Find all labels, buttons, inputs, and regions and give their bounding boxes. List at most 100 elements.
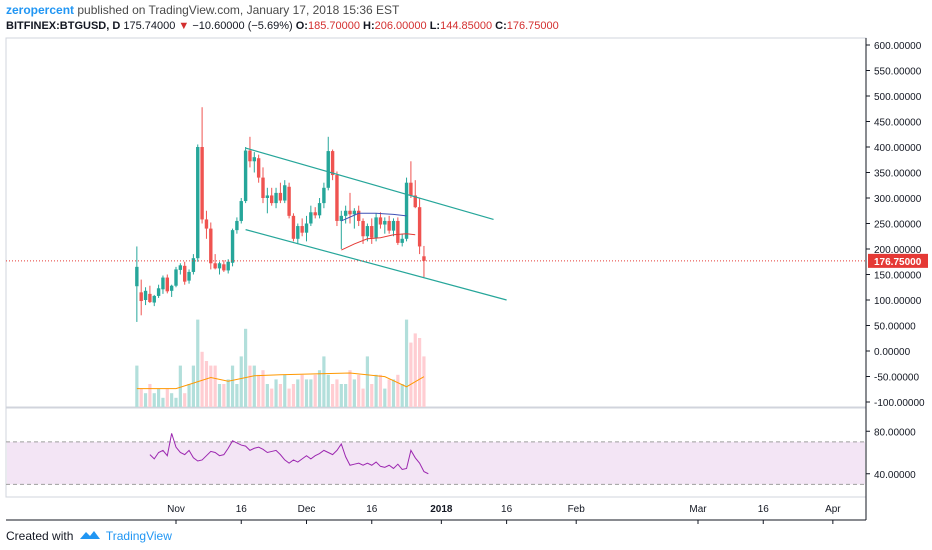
candle-body (287, 186, 291, 216)
x-tick-label: 16 (236, 504, 248, 515)
candle-body (409, 182, 413, 196)
volume-bar (274, 379, 278, 407)
candle-body (270, 195, 274, 204)
volume-bar (391, 379, 396, 407)
candle-body (252, 157, 256, 162)
x-tick-label: Nov (167, 504, 185, 515)
volume-bar (257, 374, 261, 407)
candle-body (361, 220, 365, 237)
volume-bar (409, 342, 413, 407)
candle-body (278, 192, 283, 201)
candle-body (378, 217, 383, 225)
volume-bar (418, 338, 422, 407)
candle-body (296, 226, 300, 239)
x-tick-label: Mar (689, 504, 707, 515)
volume-bar (148, 384, 152, 407)
candle-body (161, 277, 165, 290)
volume-bar (322, 356, 326, 407)
candle-body (274, 192, 278, 204)
candle-body (256, 158, 261, 178)
candle-body (417, 207, 422, 247)
volume-bar (357, 374, 361, 407)
volume-bar (313, 374, 317, 407)
y-tick-label: 300.00000 (874, 194, 922, 205)
candle-body (213, 263, 217, 269)
y-tick-label: 450.00000 (874, 118, 922, 129)
x-tick-label: 16 (758, 504, 770, 515)
candle-body (348, 210, 352, 215)
candle-body (204, 219, 209, 229)
y-tick-label: 150.00000 (874, 271, 922, 282)
candle-body (304, 223, 309, 233)
volume-bar (339, 384, 343, 407)
moving-average-red (341, 233, 416, 251)
y-tick-label: 0.00000 (874, 347, 911, 358)
price-change: −10.60000 (−5.69%) (192, 20, 293, 32)
candle-body (165, 277, 169, 292)
candle-body (222, 264, 226, 271)
volume-bar (152, 393, 156, 407)
candle-body (383, 220, 387, 225)
volume-bar (143, 393, 148, 407)
y-tick-label: 400.00000 (874, 143, 922, 154)
open-value: 185.70000 (307, 20, 360, 32)
candle-body (191, 258, 196, 272)
y-tick-label: 600.00000 (874, 41, 922, 52)
candle-body (152, 295, 156, 303)
volume-bar (183, 393, 187, 407)
candle-body (404, 182, 409, 239)
price-pane-border (5, 37, 867, 408)
x-tick-label: 16 (501, 504, 513, 515)
high-value: 206.00000 (374, 20, 427, 32)
volume-bar (374, 374, 378, 407)
volume-bar (396, 374, 400, 407)
author-link[interactable]: zeropercent (6, 3, 75, 17)
footer: Created with TradingView (6, 526, 172, 543)
close-label: C: (495, 20, 507, 32)
volume-bar (413, 333, 417, 407)
high-label: H: (363, 20, 375, 32)
x-tick-label: Feb (568, 504, 586, 515)
y-tick-label: -100.00000 (874, 398, 925, 409)
volume-bar (348, 370, 352, 407)
volume-bar (135, 365, 139, 407)
candle-body (226, 261, 230, 271)
tradingview-brand[interactable]: TradingView (105, 529, 172, 543)
channel-upper-line[interactable] (245, 147, 494, 220)
candle-body (291, 215, 296, 239)
volume-bar (387, 379, 391, 407)
candle-body (335, 175, 339, 221)
candle-body (396, 220, 400, 243)
volume-bar (378, 374, 383, 407)
volume-bar (370, 384, 374, 407)
volume-bar (283, 374, 287, 407)
volume-ma-line (136, 372, 425, 390)
candle-body (352, 210, 357, 215)
y-tick-label: 550.00000 (874, 67, 922, 78)
change-down-arrow-icon: ▼ (178, 20, 190, 32)
volume-bar (213, 365, 217, 407)
candle-body (217, 263, 222, 269)
volume-bar (400, 384, 404, 407)
candle-body (209, 228, 213, 264)
volume-bar (331, 384, 335, 407)
channel-lower-line[interactable] (245, 229, 507, 301)
candle-body (391, 220, 396, 231)
candle-body (283, 185, 287, 201)
volume-bar (287, 388, 291, 407)
candle-body (178, 265, 183, 270)
volume-bar (422, 356, 426, 407)
publish-header: zeropercent published on TradingView.com… (6, 3, 399, 17)
candle-body (200, 147, 204, 220)
candle-body (239, 201, 243, 221)
candle-body (261, 177, 265, 198)
volume-bar (383, 388, 387, 407)
symbol-name[interactable]: BITFINEX:BTGUSD, D (6, 20, 121, 32)
volume-bar (326, 374, 330, 407)
volume-bar (361, 388, 365, 407)
volume-bar (296, 379, 300, 407)
y-tick-label: 500.00000 (874, 92, 922, 103)
y-tick-label: 250.00000 (874, 220, 922, 231)
volume-bar (209, 365, 213, 407)
